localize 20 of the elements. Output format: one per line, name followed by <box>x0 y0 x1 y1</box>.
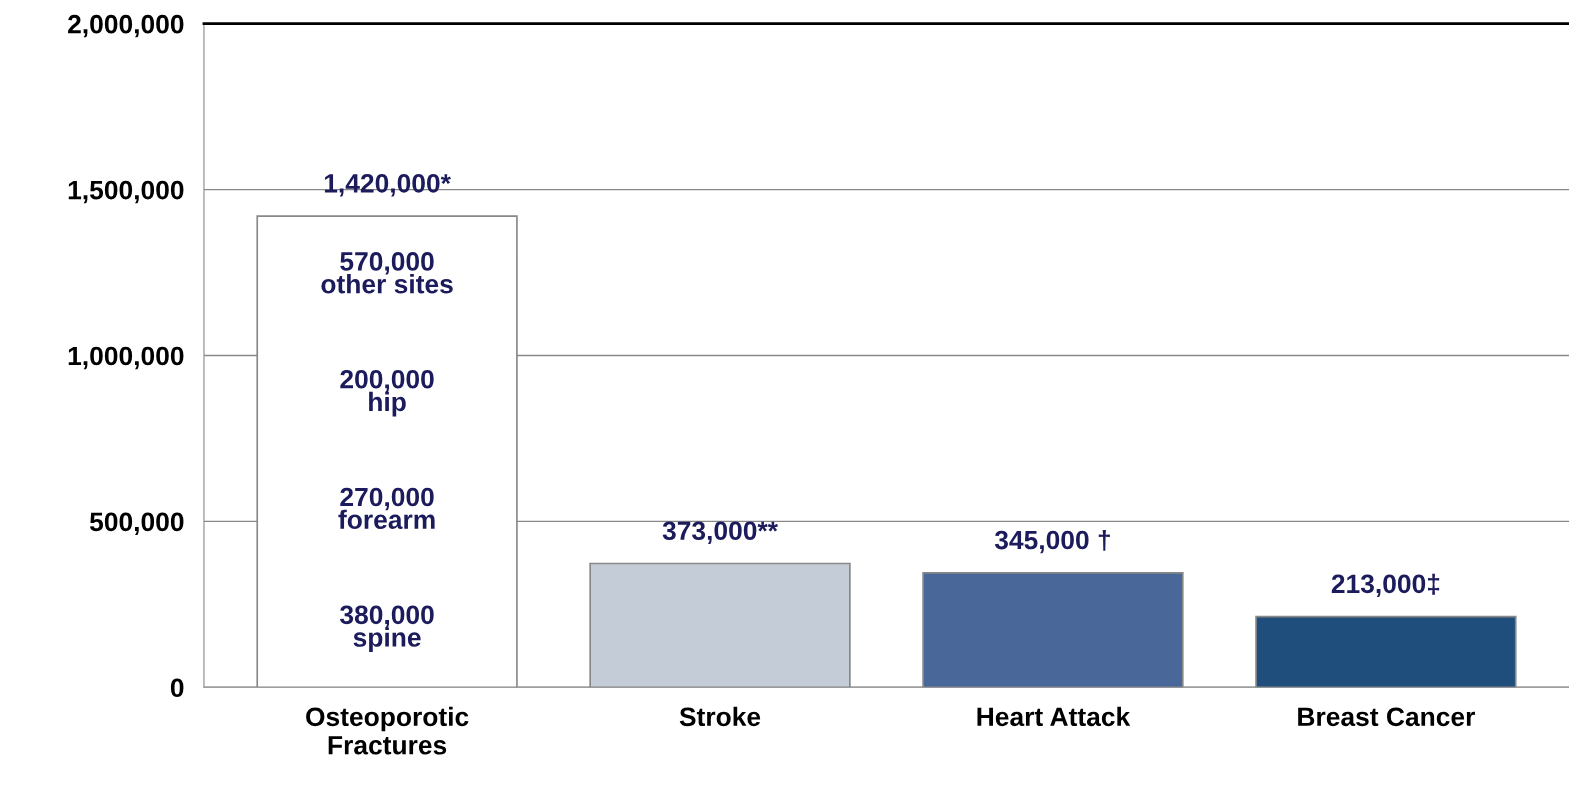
bar <box>922 571 1184 688</box>
y-tick-label: 0 <box>170 678 184 698</box>
data-label: 345,000 † <box>994 529 1110 554</box>
y-tick-label: 2,000,000 <box>68 14 184 38</box>
annotation: 200,000 hip <box>340 369 434 417</box>
bar <box>1255 615 1517 688</box>
x-tick-label: Stroke <box>679 706 761 727</box>
y-tick-label: 500,000 <box>89 512 184 536</box>
annotation: 270,000 forearm <box>338 487 435 530</box>
x-tick-label: Osteoporotic Fractures <box>306 706 469 755</box>
y-tick-label: 1,000,000 <box>68 346 184 370</box>
data-label: 373,000** <box>662 521 778 544</box>
y-tick-label: 1,500,000 <box>68 180 184 204</box>
data-label: 213,000‡ <box>1331 573 1440 597</box>
annotation: 570,000 other sites <box>321 252 453 294</box>
bar <box>589 562 851 688</box>
annotation: 380,000 spine <box>340 605 434 653</box>
data-label: 1,420,000* <box>324 173 451 197</box>
x-tick-label: Heart Attack <box>977 706 1131 727</box>
x-tick-label: Breast Cancer <box>1298 707 1475 727</box>
